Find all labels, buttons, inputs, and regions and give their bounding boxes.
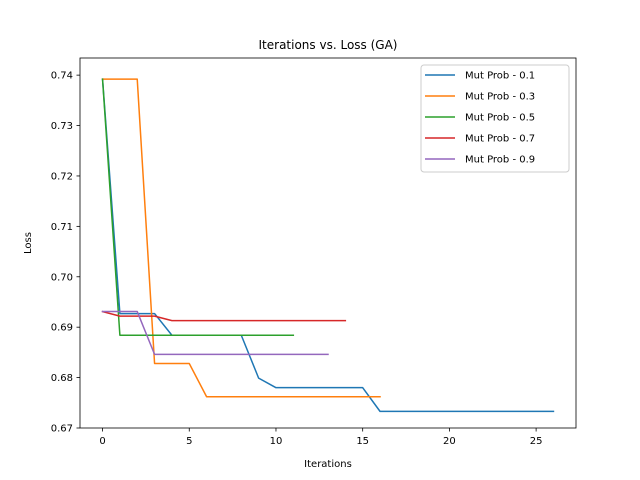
- x-axis: 0 5 10 15 20 25: [99, 428, 542, 447]
- plot-series: [101, 78, 555, 413]
- legend-label-4: Mut Prob - 0.7: [465, 134, 535, 145]
- y-tick-label: 0.69: [51, 323, 73, 334]
- y-tick-label: 0.67: [51, 424, 73, 435]
- y-tick-label: 0.73: [51, 121, 73, 132]
- y-tick-label: 0.74: [51, 71, 73, 82]
- chart-title: Iterations vs. Loss (GA): [259, 38, 398, 52]
- legend-label-2: Mut Prob - 0.3: [465, 92, 535, 103]
- x-tick-label: 25: [530, 436, 543, 447]
- y-tick-label: 0.70: [51, 272, 73, 283]
- y-axis: 0.67 0.68 0.69 0.70 0.71 0.72 0.73 0.74: [51, 71, 80, 435]
- series-line-5: [101, 310, 329, 356]
- series-line-2: [101, 78, 381, 398]
- legend-entries: Mut Prob - 0.1 Mut Prob - 0.3 Mut Prob - 0…: [425, 71, 535, 166]
- legend-label-5: Mut Prob - 0.9: [465, 155, 535, 166]
- series-line-3: [101, 78, 295, 336]
- x-tick-label: 10: [270, 436, 283, 447]
- series-line-4: [101, 310, 347, 322]
- legend-label-3: Mut Prob - 0.5: [465, 113, 535, 124]
- legend-box: [420, 64, 570, 173]
- y-tick-label: 0.72: [51, 171, 73, 182]
- y-tick-label: 0.68: [51, 373, 73, 384]
- x-tick-label: 15: [356, 436, 369, 447]
- legend-label-1: Mut Prob - 0.1: [465, 71, 535, 82]
- x-tick-label: 5: [186, 436, 192, 447]
- legend: Mut Prob - 0.1 Mut Prob - 0.3 Mut Prob - 0…: [420, 64, 570, 173]
- plot-frame: [79, 57, 577, 429]
- x-axis-label: Iterations: [304, 459, 352, 470]
- x-tick-label: 20: [443, 436, 456, 447]
- y-axis-label: Loss: [23, 232, 34, 254]
- y-tick-label: 0.71: [51, 222, 73, 233]
- x-tick-label: 0: [99, 436, 105, 447]
